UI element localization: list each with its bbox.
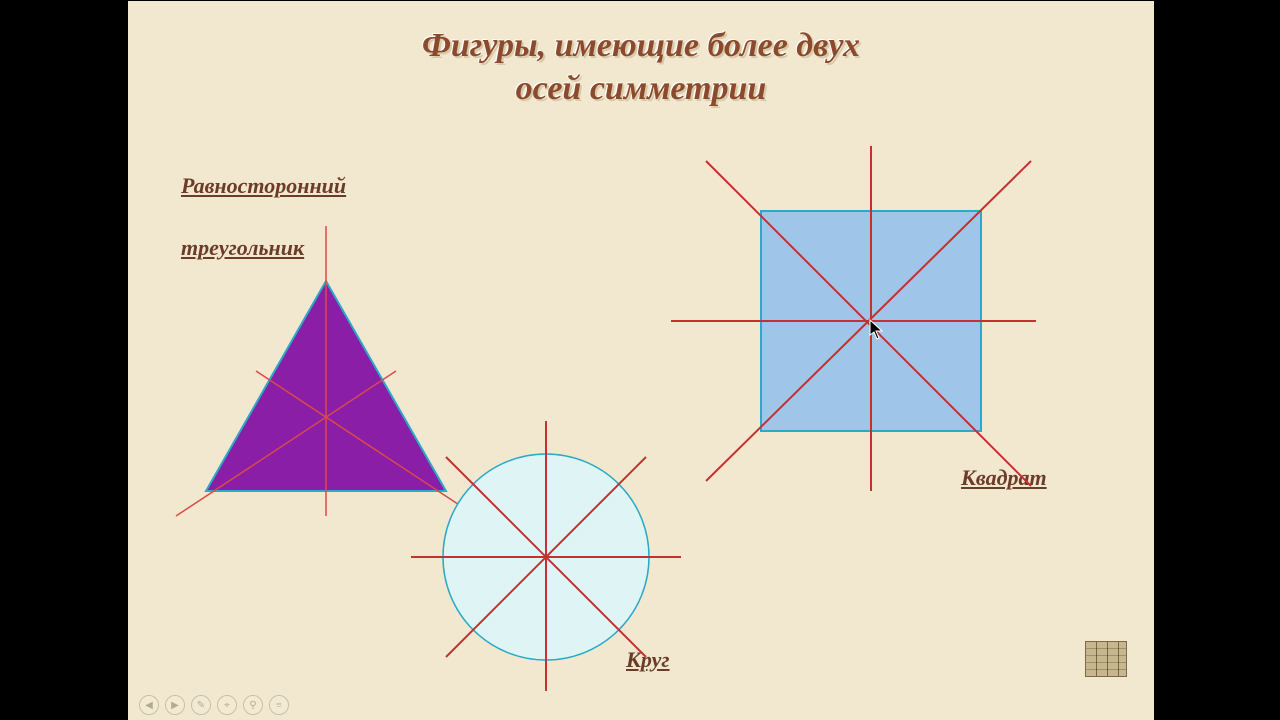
presentation-toolbar: ◀ ▶ ✎ ⌖ ⚲ ≡ [139,695,289,715]
toolbar-button-2[interactable]: ✎ [191,695,211,715]
shapes-layer [128,1,1154,720]
cursor-icon [869,319,885,341]
toolbar-button-1[interactable]: ▶ [165,695,185,715]
toolbar-button-3[interactable]: ⌖ [217,695,237,715]
slide: Фигуры, имеющие более двух осей симметри… [127,0,1155,720]
brick-icon[interactable] [1085,641,1127,677]
toolbar-button-5[interactable]: ≡ [269,695,289,715]
toolbar-button-0[interactable]: ◀ [139,695,159,715]
viewport: Фигуры, имеющие более двух осей симметри… [0,0,1280,720]
toolbar-button-4[interactable]: ⚲ [243,695,263,715]
